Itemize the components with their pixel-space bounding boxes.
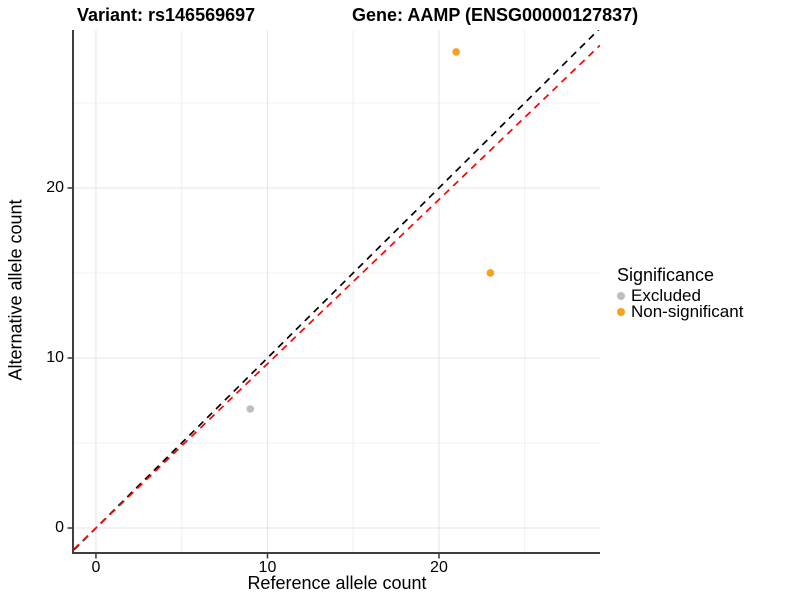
y-tick-label: 10: [46, 348, 64, 366]
legend-item-excluded: Excluded: [617, 286, 743, 305]
plot-title-gene: Gene: AAMP (ENSG00000127837): [352, 5, 639, 25]
non-significant-swatch-icon: [617, 308, 625, 316]
data-point-excluded: [246, 405, 255, 413]
legend-item-non-significant: Non-significant: [617, 302, 744, 321]
allelic-ratio-line: [74, 44, 600, 550]
y-tick-label: 20: [46, 178, 64, 196]
x-tick-label: 0: [91, 559, 101, 576]
excluded-swatch-icon: [617, 292, 625, 300]
legend: Significance Excluded Non-significant: [617, 265, 744, 321]
data-point-non-significant: [452, 48, 460, 56]
y-tick-label: 0: [55, 519, 64, 536]
legend-item-label: Non-significant: [631, 302, 744, 321]
data-point-non-significant: [486, 269, 495, 277]
x-axis-title: Reference allele count: [247, 573, 427, 593]
identity-line: [74, 30, 600, 551]
plot-title-variant: Variant: rs146569697: [77, 5, 256, 25]
y-axis-title: Alternative allele count: [5, 199, 26, 381]
x-tick-label: 20: [430, 559, 448, 576]
legend-item-label: Excluded: [631, 286, 701, 305]
x-tick-label: 10: [258, 559, 277, 576]
legend-title: Significance: [617, 265, 715, 285]
